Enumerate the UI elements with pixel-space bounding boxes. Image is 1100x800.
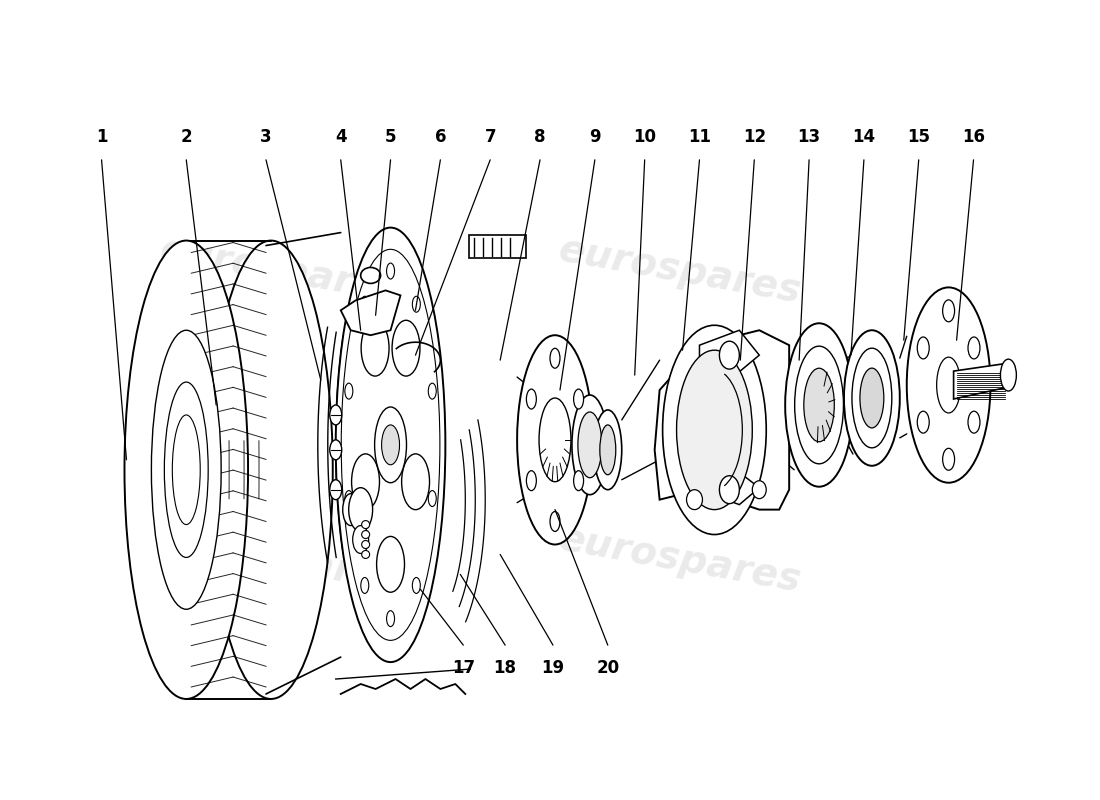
Text: 3: 3 [261,128,272,146]
Text: eurospares: eurospares [156,230,405,310]
Ellipse shape [376,537,405,592]
Ellipse shape [386,263,395,279]
Polygon shape [954,363,1009,399]
Ellipse shape [573,470,584,490]
Ellipse shape [352,454,379,510]
Text: 8: 8 [535,128,546,146]
Text: 19: 19 [541,659,564,677]
Ellipse shape [968,411,980,433]
Ellipse shape [851,348,892,448]
Ellipse shape [361,578,368,594]
Text: 14: 14 [852,128,876,146]
Ellipse shape [686,490,703,510]
FancyBboxPatch shape [470,234,526,258]
Text: 16: 16 [962,128,984,146]
Text: 20: 20 [596,659,619,677]
Ellipse shape [917,411,930,433]
Ellipse shape [917,337,930,359]
Ellipse shape [662,326,767,534]
Ellipse shape [719,342,739,369]
Ellipse shape [527,470,537,490]
Text: 1: 1 [96,128,108,146]
Ellipse shape [578,412,602,478]
Ellipse shape [345,383,353,399]
Text: 18: 18 [494,659,517,677]
Ellipse shape [386,610,395,626]
Ellipse shape [550,348,560,368]
Ellipse shape [345,490,353,506]
Ellipse shape [362,541,370,549]
Ellipse shape [164,382,208,558]
Ellipse shape [968,337,980,359]
Ellipse shape [412,296,420,312]
Ellipse shape [362,530,370,538]
Ellipse shape [844,330,900,466]
Ellipse shape [173,415,200,525]
Ellipse shape [152,330,221,610]
Ellipse shape [353,526,369,554]
Polygon shape [341,290,400,335]
Ellipse shape [382,425,399,465]
Polygon shape [700,330,759,380]
Text: 9: 9 [588,128,601,146]
Ellipse shape [573,389,584,409]
Ellipse shape [375,407,407,482]
Ellipse shape [330,480,342,500]
Ellipse shape [943,300,955,322]
Ellipse shape [1000,359,1016,391]
Ellipse shape [402,454,429,510]
Text: 7: 7 [484,128,496,146]
Ellipse shape [527,389,537,409]
Text: eurospares: eurospares [156,519,405,599]
Polygon shape [654,330,789,510]
Ellipse shape [330,440,342,460]
Text: 11: 11 [688,128,711,146]
Text: 4: 4 [334,128,346,146]
Text: 5: 5 [385,128,396,146]
Ellipse shape [804,368,834,442]
Text: 15: 15 [908,128,931,146]
Text: 13: 13 [798,128,821,146]
Ellipse shape [392,320,420,376]
Ellipse shape [124,241,249,699]
Ellipse shape [785,323,852,486]
Text: eurospares: eurospares [556,230,804,310]
Text: 17: 17 [452,659,475,677]
Text: 10: 10 [634,128,657,146]
Ellipse shape [594,410,621,490]
Polygon shape [700,465,759,505]
Text: 2: 2 [180,128,192,146]
Ellipse shape [362,550,370,558]
Ellipse shape [412,578,420,594]
Ellipse shape [906,287,990,482]
Ellipse shape [539,398,571,482]
Ellipse shape [794,346,844,464]
Ellipse shape [428,490,437,506]
Ellipse shape [343,494,359,526]
Ellipse shape [860,368,883,428]
Ellipse shape [341,250,440,640]
Ellipse shape [330,405,342,425]
Ellipse shape [752,481,767,498]
Ellipse shape [336,228,446,662]
Ellipse shape [361,320,389,376]
Ellipse shape [572,395,608,494]
Ellipse shape [550,511,560,531]
Ellipse shape [937,357,960,413]
Ellipse shape [943,448,955,470]
Text: 12: 12 [742,128,766,146]
Ellipse shape [362,521,370,529]
Ellipse shape [349,488,373,531]
Ellipse shape [361,296,368,312]
Ellipse shape [428,383,437,399]
Ellipse shape [600,425,616,474]
Ellipse shape [361,267,381,283]
Ellipse shape [676,350,752,510]
Ellipse shape [209,241,333,699]
Ellipse shape [719,476,739,504]
Text: eurospares: eurospares [556,519,804,599]
Text: 6: 6 [434,128,447,146]
Ellipse shape [517,335,593,545]
